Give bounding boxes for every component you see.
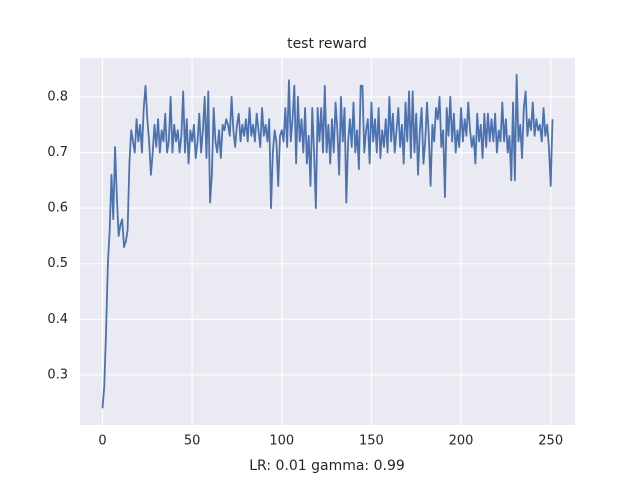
plot-area bbox=[80, 58, 575, 425]
chart-title: test reward bbox=[287, 36, 367, 52]
x-tick-label: 50 bbox=[184, 434, 201, 449]
x-tick-label: 100 bbox=[269, 434, 294, 449]
y-tick-label: 0.4 bbox=[47, 312, 68, 327]
x-tick-label: 0 bbox=[98, 434, 106, 449]
y-tick-label: 0.3 bbox=[47, 367, 68, 382]
y-tick-label: 0.7 bbox=[47, 145, 68, 160]
x-axis-label: LR: 0.01 gamma: 0.99 bbox=[249, 458, 405, 474]
x-tick-label: 250 bbox=[538, 434, 563, 449]
y-tick-label: 0.8 bbox=[47, 89, 68, 104]
data-line bbox=[101, 73, 554, 409]
y-tick-label: 0.6 bbox=[47, 201, 68, 216]
x-tick-label: 150 bbox=[359, 434, 384, 449]
x-tick-label: 200 bbox=[449, 434, 474, 449]
y-tick-label: 0.5 bbox=[47, 256, 68, 271]
